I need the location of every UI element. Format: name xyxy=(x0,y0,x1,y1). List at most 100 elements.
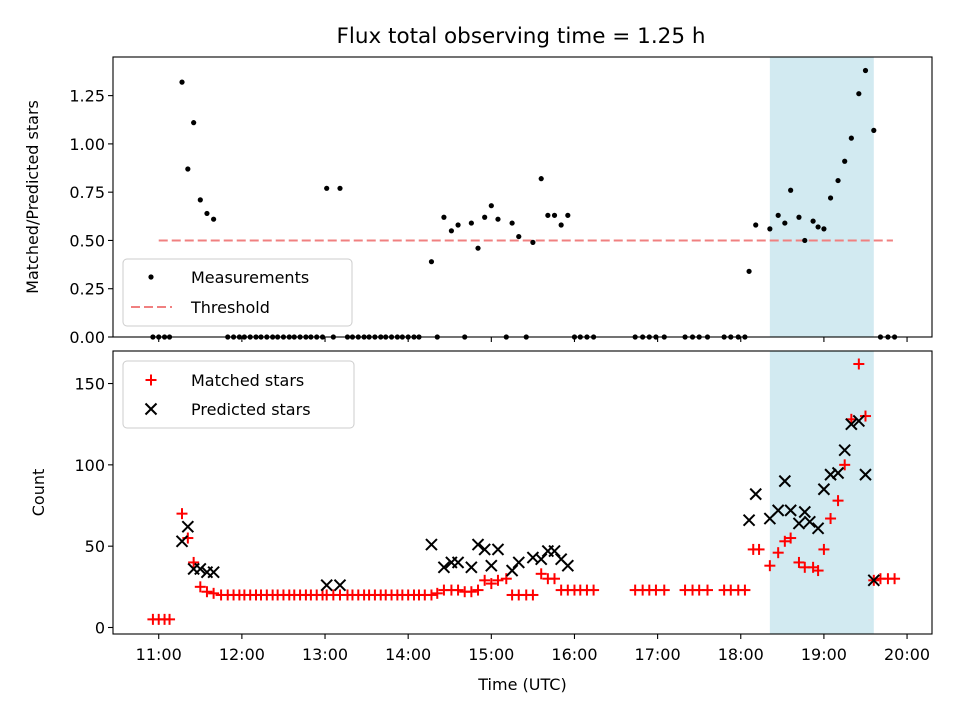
x-tick-label: 14:00 xyxy=(385,645,431,664)
predicted-mark-b xyxy=(859,468,872,481)
predicted-point xyxy=(535,552,548,566)
y-tick-label: 0.25 xyxy=(69,280,105,299)
predicted-mark-b xyxy=(784,504,797,517)
predicted-point xyxy=(478,543,491,556)
predicted-mark-b xyxy=(485,559,498,572)
chart-title: Flux total observing time = 1.25 h xyxy=(337,24,706,49)
measurement-point xyxy=(788,187,794,193)
predicted-mark-b xyxy=(749,487,762,501)
matched-point xyxy=(194,581,206,593)
measurement-point xyxy=(482,214,488,220)
x-tick-label: 17:00 xyxy=(635,645,681,664)
measurement-point xyxy=(324,185,330,191)
legend-marker-measurements xyxy=(148,274,154,280)
predicted-point xyxy=(742,513,756,527)
predicted-mark-b xyxy=(451,556,465,569)
predicted-mark-b xyxy=(798,505,811,519)
x-tick-label: 12:00 xyxy=(219,645,265,664)
predicted-point xyxy=(505,564,519,577)
legend-marker-predicted-b xyxy=(144,402,158,416)
matched-point xyxy=(818,543,830,555)
measurement-point xyxy=(821,226,827,232)
predicted-mark-b xyxy=(548,544,561,558)
axes-frame xyxy=(112,56,933,338)
predicted-point xyxy=(784,504,797,517)
top-panel: 0.00 0.25 0.50 0.75 1.00 1.25 Matched/Predicte… xyxy=(23,56,933,347)
matched-point xyxy=(485,578,497,590)
predicted-point xyxy=(845,417,858,431)
matched-point xyxy=(465,586,477,598)
predicted-mark-b xyxy=(175,535,189,548)
measurement-point xyxy=(428,259,435,265)
predicted-mark-b xyxy=(778,474,792,488)
measurement-point xyxy=(848,135,854,141)
matched-point xyxy=(431,587,443,599)
matched-point xyxy=(164,613,176,625)
measurement-point xyxy=(753,222,759,228)
measurement-point xyxy=(495,216,501,222)
predicted-mark-b xyxy=(320,578,333,592)
matched-point xyxy=(527,589,539,601)
x-tick-label: 20:00 xyxy=(884,645,930,664)
predicted-point xyxy=(320,578,333,592)
predicted-mark-b xyxy=(811,522,825,535)
measurement-point xyxy=(565,212,571,218)
matched-point xyxy=(658,584,670,596)
measurement-point xyxy=(558,222,564,228)
measurement-point xyxy=(337,185,343,191)
matched-point xyxy=(208,587,220,599)
legend-box xyxy=(122,360,355,429)
predicted-point xyxy=(771,504,785,517)
predicted-point xyxy=(512,556,525,569)
predicted-mark-b xyxy=(817,483,831,496)
measurement-point xyxy=(530,239,536,245)
predicted-point xyxy=(175,535,189,548)
matched-point xyxy=(176,508,188,520)
matched-point xyxy=(859,410,871,422)
measurement-point xyxy=(802,237,808,244)
matched-point xyxy=(793,556,805,568)
y-tick-label: 50 xyxy=(85,537,105,556)
measurement-point xyxy=(538,176,544,182)
legend-label-threshold: Threshold xyxy=(190,298,270,317)
x-tick-label: 19:00 xyxy=(801,645,847,664)
predicted-mark-b xyxy=(194,562,207,576)
predicted-point xyxy=(451,556,465,569)
matched-point xyxy=(853,358,865,370)
matched-point xyxy=(889,573,901,585)
y-axis-label-count: Count xyxy=(29,469,48,517)
y-tick-label: 0.75 xyxy=(69,183,105,202)
predicted-point xyxy=(838,444,851,457)
matched-point xyxy=(492,574,504,586)
predicted-mark-b xyxy=(425,538,438,551)
y-tick-label: 1.00 xyxy=(69,135,105,154)
measurement-point xyxy=(842,158,848,164)
predicted-mark-b xyxy=(742,513,756,527)
predicted-point xyxy=(831,466,845,480)
predicted-point xyxy=(798,505,811,519)
predicted-point xyxy=(867,574,881,587)
predicted-mark-b xyxy=(471,538,485,551)
matched-point xyxy=(785,532,797,544)
y-tick-label: 150 xyxy=(74,375,105,394)
predicted-mark-b xyxy=(437,561,451,574)
predicted-point xyxy=(548,544,561,558)
matched-point xyxy=(201,586,213,598)
matched-point xyxy=(764,560,776,572)
predicted-point xyxy=(778,474,792,488)
predicted-mark-b xyxy=(333,578,347,592)
measurement-point xyxy=(810,218,816,224)
predicted-point xyxy=(561,559,575,572)
predicted-point xyxy=(465,561,478,574)
y-tick-label: 100 xyxy=(74,456,105,475)
measurement-point xyxy=(551,212,558,218)
x-tick-label: 13:00 xyxy=(302,645,348,664)
predicted-point xyxy=(817,483,831,496)
measurement-point xyxy=(767,226,773,232)
predicted-point xyxy=(792,517,806,530)
predicted-mark-b xyxy=(465,561,478,574)
bottom-panel: 0 50 100 150 11:00 12:00 13:00 14:00 15:00 16:00 1… xyxy=(29,350,933,694)
predicted-point xyxy=(491,543,505,556)
x-tick-label: 15:00 xyxy=(468,645,514,664)
